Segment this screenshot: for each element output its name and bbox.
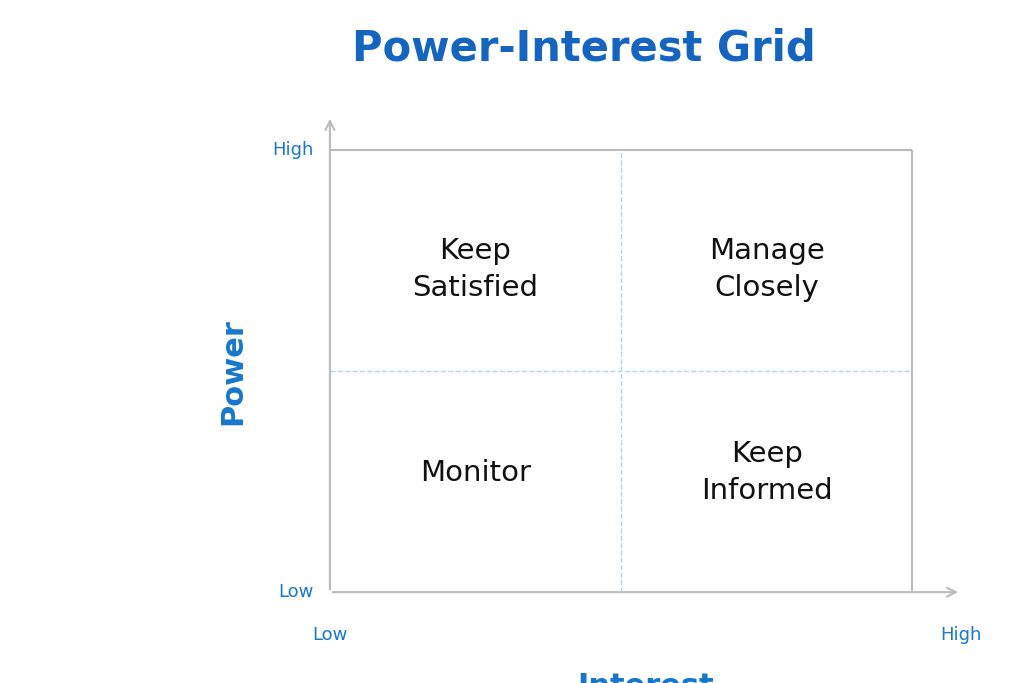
- Text: Manage
Closely: Manage Closely: [709, 237, 824, 302]
- Text: Power-Interest Grid: Power-Interest Grid: [352, 27, 815, 69]
- Text: Low: Low: [279, 583, 313, 601]
- Text: Interest: Interest: [578, 671, 714, 683]
- Text: Keep
Satisfied: Keep Satisfied: [413, 237, 539, 302]
- Text: High: High: [272, 141, 313, 159]
- Text: High: High: [940, 626, 982, 644]
- Text: Keep
Informed: Keep Informed: [701, 441, 833, 505]
- Text: Monitor: Monitor: [420, 459, 531, 487]
- Text: Power: Power: [218, 318, 248, 425]
- Text: Low: Low: [312, 626, 347, 644]
